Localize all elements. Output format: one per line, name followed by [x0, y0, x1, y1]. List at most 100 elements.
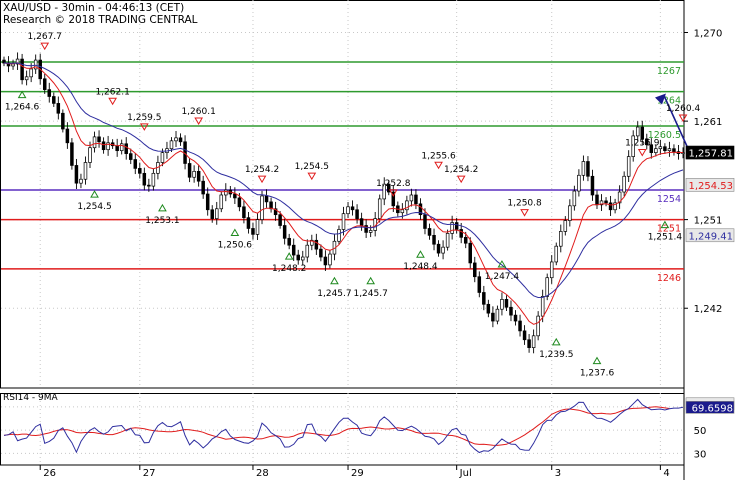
candle-body: [540, 296, 545, 317]
x-tick-label: 28: [256, 468, 269, 479]
trough-marker: [497, 260, 507, 268]
candle-body: [24, 76, 29, 81]
candle-body: [310, 239, 314, 246]
candle-body: [119, 143, 124, 152]
candle-body: [608, 202, 613, 211]
candle-body: [554, 245, 559, 263]
candle-body: [246, 217, 251, 229]
trough-label: 1,248.4: [403, 262, 438, 272]
candle-body: [142, 172, 147, 186]
level-label: 1246: [657, 273, 681, 284]
candle-body: [33, 59, 38, 70]
candle-body: [622, 175, 626, 193]
candle-body: [115, 145, 119, 152]
peak-label: 1,254.2: [245, 165, 279, 175]
candle-body: [151, 172, 156, 187]
candle-body: [128, 153, 133, 160]
candle-body: [473, 262, 477, 278]
candle-body: [645, 138, 649, 146]
trough-label: 1,251.4: [648, 233, 683, 243]
candle-body: [92, 136, 97, 149]
trough-marker: [416, 250, 425, 258]
rsi-line: [3, 398, 684, 454]
candle-body: [192, 171, 196, 178]
candle-body: [15, 58, 20, 65]
peak-marker: [434, 161, 443, 170]
candle-body: [260, 195, 264, 220]
peak-marker: [139, 123, 149, 131]
horizontal-levels: 1267 1264 1260.5 1254 1251 1246: [1, 61, 684, 284]
peak-marker: [388, 189, 398, 197]
candle-body: [174, 137, 178, 142]
candle-body: [500, 299, 504, 310]
rsi-tick-label: 30: [694, 449, 707, 460]
candle-body: [423, 214, 427, 229]
peak-label: 1,259.5: [127, 113, 161, 123]
trough-marker: [90, 190, 99, 198]
candle-body: [391, 191, 396, 207]
candle-body: [255, 219, 260, 235]
candle-body: [536, 315, 540, 337]
candle-body: [667, 148, 672, 152]
candle-body: [233, 193, 237, 199]
candle-body: [323, 256, 328, 266]
peak-label: 1,252.8: [376, 179, 411, 189]
candle-body: [617, 191, 622, 204]
candle-body: [559, 231, 563, 247]
candle-body: [106, 142, 110, 151]
candle-body: [314, 239, 319, 250]
trough-marker: [330, 276, 339, 285]
peak-label: 1,255.6: [421, 151, 456, 161]
moving-average-slow: [3, 62, 684, 299]
candle-body: [201, 180, 205, 195]
peak-label: 1,250.8: [507, 199, 542, 209]
candle-body: [242, 206, 246, 218]
trough-label: 1,245.7: [353, 289, 387, 299]
candle-body: [387, 183, 391, 193]
candle-body: [79, 178, 83, 184]
candle-body: [486, 303, 491, 314]
candle-body: [355, 209, 359, 219]
candle-body: [463, 236, 468, 244]
candle-body: [196, 171, 201, 182]
candle-body: [219, 194, 224, 210]
candle-body: [513, 314, 518, 322]
candle-body: [147, 184, 151, 187]
main-panel-frame: [0, 0, 685, 389]
peak-marker: [307, 172, 317, 181]
candle-body: [545, 277, 549, 297]
candle-body: [291, 244, 296, 256]
peak-marker: [520, 209, 529, 217]
candle-body: [237, 197, 242, 208]
candle-body: [445, 233, 450, 248]
rsi-value-box: [685, 401, 735, 414]
current-price-box-box: [685, 145, 735, 160]
candle-body: [377, 198, 382, 219]
candle-body: [427, 228, 432, 236]
candlesticks: [2, 52, 685, 354]
candle-body: [133, 159, 138, 169]
candle-body: [47, 89, 52, 97]
candle-body: [454, 222, 459, 230]
candle-body: [586, 161, 590, 177]
peak-marker: [257, 175, 267, 184]
trough-marker: [366, 276, 376, 285]
candle-body: [459, 229, 463, 238]
candle-body: [215, 208, 219, 219]
x-tick-label: 4: [663, 468, 669, 479]
candle-body: [563, 220, 568, 232]
candle-body: [42, 78, 47, 90]
candle-body: [74, 165, 79, 184]
peak-marker: [108, 97, 118, 106]
x-tick-label: Jul: [459, 468, 472, 479]
candle-body: [572, 190, 577, 207]
candle-body: [337, 229, 341, 242]
time-axis: 26 27 28 29 Jul 3 4: [39, 465, 670, 479]
candle-body: [482, 292, 486, 305]
level-label: 1267: [657, 66, 681, 77]
candle-body: [65, 128, 70, 144]
candle-body: [640, 126, 645, 140]
candle-body: [409, 194, 414, 202]
candle-body: [70, 142, 74, 166]
trough-label: 1,239.5: [539, 350, 573, 360]
